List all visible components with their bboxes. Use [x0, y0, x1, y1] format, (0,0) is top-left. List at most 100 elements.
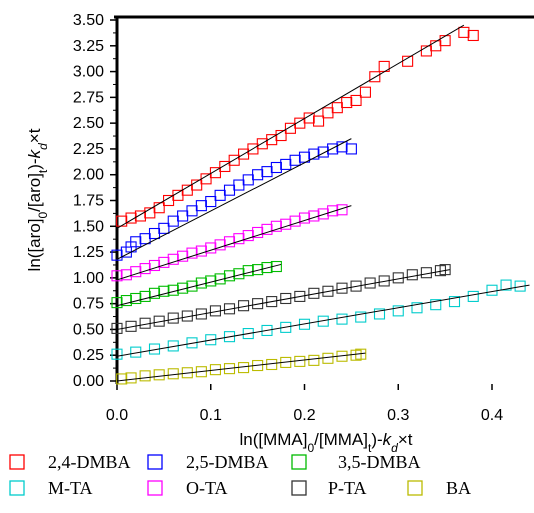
data-point	[280, 158, 292, 170]
data-point	[448, 296, 461, 308]
data-point	[214, 189, 226, 201]
x-tick-label: 0.0	[106, 407, 128, 424]
data-point	[120, 295, 132, 307]
fit-line	[116, 352, 366, 382]
data-point	[430, 299, 442, 311]
data-point	[148, 227, 161, 240]
data-point	[223, 184, 236, 196]
data-point	[111, 348, 123, 360]
legend-label: M-TA	[48, 478, 93, 498]
legend-swatch	[407, 480, 423, 496]
data-point	[439, 264, 451, 276]
y-tick-label: 2.25	[73, 141, 104, 158]
data-point	[327, 205, 339, 217]
data-point	[261, 261, 273, 274]
data-point	[125, 212, 137, 224]
x-tick-label: 0.1	[200, 407, 222, 424]
data-point	[406, 269, 418, 281]
data-point	[130, 236, 142, 248]
legend-item: 3,5-DMBA	[291, 452, 421, 472]
data-point	[125, 372, 137, 384]
data-point	[458, 26, 470, 38]
y-tick-label: 1.00	[73, 270, 104, 287]
data-point	[317, 146, 329, 158]
x-tick-label: 0.2	[293, 407, 315, 424]
data-point	[313, 115, 325, 127]
legend-swatch	[9, 480, 25, 496]
data-point	[195, 308, 207, 320]
legend-item: 2,5-DMBA	[147, 452, 269, 472]
data-point	[289, 215, 301, 227]
fit-line	[116, 24, 465, 229]
data-point	[359, 86, 371, 98]
legend-label: BA	[446, 478, 471, 498]
data-point	[327, 143, 339, 155]
data-point	[308, 354, 320, 366]
data-point	[341, 96, 353, 109]
legend-label: 2,5-DMBA	[186, 452, 269, 472]
data-point	[355, 311, 367, 323]
y-tick-label: 3.00	[73, 64, 104, 81]
data-point	[186, 247, 198, 259]
data-point	[116, 373, 128, 385]
data-point	[392, 305, 404, 317]
data-point	[228, 154, 240, 166]
fit-line	[116, 284, 530, 357]
data-point	[270, 220, 282, 232]
legend-item: BA	[407, 478, 471, 498]
data-point	[242, 265, 254, 277]
data-point	[219, 160, 231, 173]
data-point	[336, 141, 348, 153]
fit-line	[116, 263, 282, 307]
data-point	[139, 233, 151, 245]
legend-label: P-TA	[328, 478, 367, 498]
data-point	[303, 112, 315, 124]
y-tick-label: 0.75	[73, 296, 104, 313]
data-point	[261, 223, 273, 235]
data-point	[280, 321, 292, 333]
data-point	[139, 263, 151, 275]
data-point	[205, 242, 217, 254]
data-point	[195, 277, 207, 289]
legend-swatch	[147, 480, 163, 496]
data-point	[317, 208, 329, 220]
data-point	[214, 239, 226, 251]
data-point	[261, 324, 273, 337]
data-point	[186, 280, 198, 292]
legend-label: O-TA	[186, 478, 228, 498]
data-point	[172, 189, 184, 201]
data-point	[130, 266, 142, 278]
data-point	[322, 107, 334, 119]
data-point	[266, 296, 278, 308]
data-point	[130, 292, 142, 305]
fit-line	[116, 205, 352, 281]
data-point	[294, 290, 306, 302]
y-tick-label: 2.00	[73, 167, 104, 184]
legend-label: 2,4-DMBA	[48, 452, 131, 472]
legend-swatch	[291, 480, 307, 496]
data-point	[331, 102, 343, 114]
data-point	[111, 297, 123, 309]
data-point	[167, 312, 179, 324]
data-point	[111, 249, 123, 261]
data-point	[280, 218, 292, 230]
data-point	[350, 280, 362, 292]
data-point	[158, 256, 170, 268]
data-point	[252, 226, 264, 239]
data-point	[322, 352, 334, 364]
data-point	[270, 161, 282, 174]
legend-swatch	[147, 454, 163, 470]
legend-swatch	[291, 454, 307, 470]
data-point	[223, 331, 236, 343]
data-point	[139, 370, 151, 382]
data-point	[153, 202, 165, 214]
data-point	[308, 148, 320, 160]
data-point	[336, 313, 348, 325]
data-point	[261, 166, 273, 178]
y-tick-label: 3.50	[73, 12, 104, 29]
data-point	[298, 212, 311, 224]
legend-item: M-TA	[9, 478, 93, 498]
axes: 0.00 0.25 0.50 0.75 1.00 1.25 1.50 1.75 2.00 2.25…	[73, 12, 534, 424]
data-point	[167, 253, 179, 265]
